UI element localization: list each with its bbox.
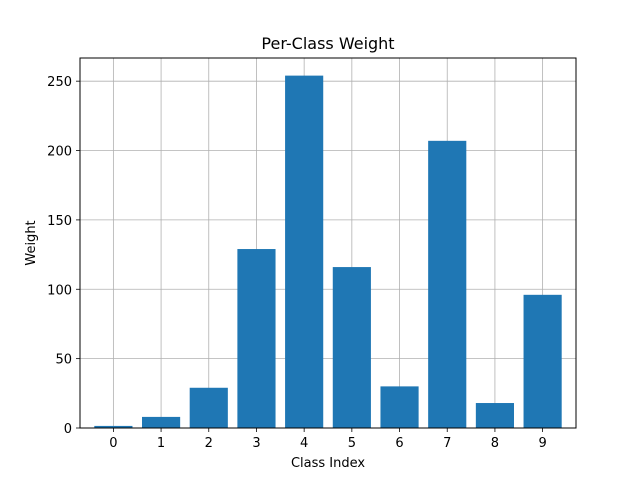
bar-class-8 <box>475 403 514 428</box>
y-tick-label: 150 <box>47 214 72 229</box>
bar-class-1 <box>142 416 181 428</box>
plot-frame <box>79 57 577 429</box>
bar-class-4 <box>285 75 324 428</box>
bar-class-3 <box>237 249 276 428</box>
x-tick-label: 9 <box>538 436 546 451</box>
y-tick-label: 100 <box>47 283 72 298</box>
bars <box>94 75 562 428</box>
axis-ticks: 0 1 2 3 4 5 6 7 8 9 0 50 100 150 200 250 <box>47 75 547 451</box>
y-axis-label: Weight <box>24 220 39 265</box>
x-tick-label: 2 <box>205 436 213 451</box>
bar-class-0 <box>94 425 133 428</box>
x-tick-label: 1 <box>157 436 165 451</box>
plot-area <box>80 58 576 428</box>
y-tick-label: 250 <box>47 75 72 90</box>
bar-class-5 <box>332 267 371 428</box>
bar-class-7 <box>428 140 467 428</box>
x-axis-label: Class Index <box>291 456 365 471</box>
x-tick-label: 6 <box>395 436 403 451</box>
bar-class-6 <box>380 386 419 428</box>
x-tick-label: 4 <box>300 436 308 451</box>
x-tick-label: 7 <box>443 436 451 451</box>
x-tick-label: 0 <box>109 436 117 451</box>
bar-class-2 <box>189 387 228 428</box>
x-tick-label: 8 <box>491 436 499 451</box>
x-tick-label: 5 <box>348 436 356 451</box>
y-tick-label: 200 <box>47 145 72 160</box>
chart-title: Per-Class Weight <box>261 34 394 53</box>
x-tick-label: 3 <box>252 436 260 451</box>
bar-class-9 <box>523 294 562 428</box>
y-tick-label: 50 <box>55 353 72 368</box>
y-tick-label: 0 <box>64 422 72 437</box>
